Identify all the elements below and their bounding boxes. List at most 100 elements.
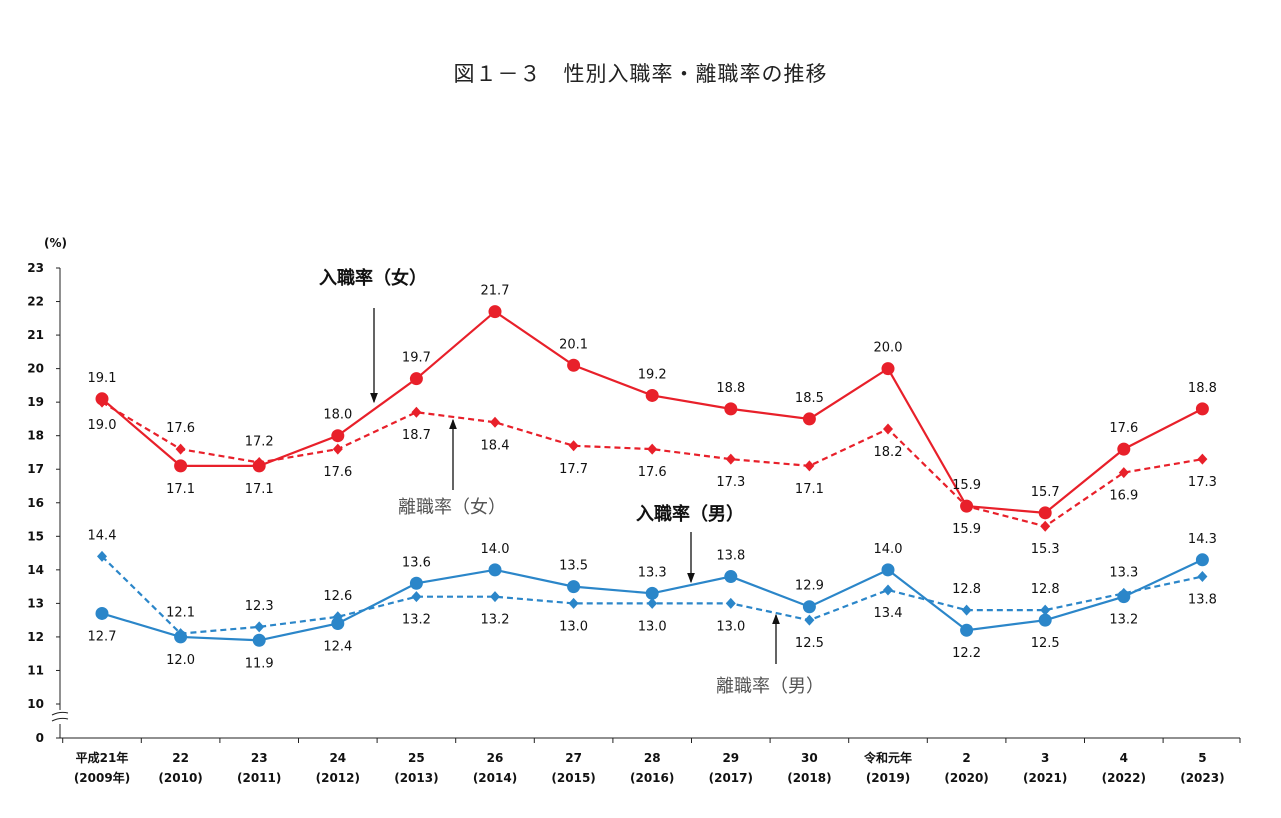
male-separation-point	[568, 597, 579, 609]
female-separation-data-label: 15.3	[1031, 542, 1060, 557]
female-hire-point	[724, 402, 738, 416]
male-hire-point	[960, 623, 974, 637]
x-tick-label: 22	[172, 751, 189, 765]
y-tick-label: 20	[27, 362, 44, 376]
female-hire-data-label: 19.1	[88, 371, 117, 386]
female-hire-point	[1117, 442, 1131, 456]
male-separation-data-label: 13.0	[559, 619, 588, 634]
x-tick-label: 2	[962, 751, 970, 765]
female-hire-data-label: 17.6	[1109, 421, 1138, 436]
x-tick-label: (2009年)	[74, 770, 130, 785]
female-hire-point	[488, 305, 502, 319]
x-tick-label: (2022)	[1102, 771, 1146, 785]
male-separation-data-label: 13.2	[402, 613, 431, 628]
female-separation-data-label: 18.7	[402, 428, 431, 443]
x-tick-label: 27	[565, 751, 582, 765]
female-hire-data-label: 20.0	[874, 341, 903, 356]
male-hire-point	[881, 563, 895, 577]
series-annotation: 入職率（女）	[319, 267, 427, 289]
female-separation-point	[804, 460, 815, 472]
female-hire-data-label: 18.5	[795, 391, 824, 406]
male-separation-data-label: 13.3	[1109, 565, 1138, 580]
y-tick-label: 14	[27, 563, 44, 577]
female-separation-point	[961, 500, 972, 512]
male-separation-data-label: 12.3	[245, 599, 274, 614]
x-tick-label: 5	[1198, 751, 1206, 765]
male-separation-point	[97, 550, 107, 562]
male-separation-data-label: 12.1	[166, 606, 195, 621]
male-hire-point	[488, 563, 502, 577]
x-tick-label: 25	[408, 751, 425, 765]
y-tick-label: 11	[27, 663, 44, 677]
y-tick-label: 23	[27, 261, 44, 275]
female-separation-point	[254, 457, 265, 469]
axis-break-mark	[51, 711, 69, 716]
female-hire-data-label: 15.7	[1031, 485, 1060, 500]
female-hire-data-label: 21.7	[481, 284, 510, 299]
female-separation-point	[411, 406, 422, 418]
y-tick-label: 21	[27, 328, 44, 342]
x-tick-label: (2018)	[787, 771, 831, 785]
x-tick-label: (2021)	[1023, 771, 1067, 785]
y-tick-label: 22	[27, 295, 44, 309]
male-hire-data-label: 12.0	[166, 653, 195, 668]
male-separation-data-label: 12.5	[795, 636, 824, 651]
female-hire-data-label: 20.1	[559, 337, 588, 352]
female-hire-point	[409, 372, 423, 386]
x-tick-label: 29	[722, 751, 739, 765]
female-hire-data-label: 17.1	[245, 482, 274, 497]
male-separation-data-label: 12.6	[323, 589, 352, 604]
male-hire-point	[645, 586, 659, 600]
male-hire-point	[331, 617, 345, 631]
male-hire-data-label: 13.8	[716, 549, 745, 564]
male-separation-point	[332, 611, 343, 623]
series-annotation: 入職率（男）	[636, 503, 744, 525]
female-hire-data-label: 18.8	[716, 381, 745, 396]
male-separation-point	[725, 597, 736, 609]
female-separation-point	[647, 443, 658, 455]
female-hire-point	[174, 459, 188, 473]
male-hire-data-label: 14.3	[1188, 532, 1217, 547]
male-separation-point	[1197, 571, 1208, 583]
female-separation-data-label: 17.3	[1188, 475, 1217, 490]
y-tick-label: 10	[27, 697, 44, 711]
female-separation-data-label: 17.3	[716, 475, 745, 490]
female-hire-data-label: 15.9	[952, 478, 981, 493]
male-separation-point	[411, 591, 422, 603]
male-separation-point	[804, 614, 815, 626]
x-tick-label: (2020)	[944, 771, 988, 785]
x-tick-label: 26	[487, 751, 504, 765]
x-tick-label: 4	[1120, 751, 1128, 765]
male-hire-data-label: 12.2	[952, 646, 981, 661]
x-tick-label: (2012)	[316, 771, 360, 785]
x-tick-label: (2011)	[237, 771, 281, 785]
x-tick-label: (2015)	[551, 771, 595, 785]
x-tick-label: (2019)	[866, 771, 910, 785]
male-separation-data-label: 13.2	[481, 613, 510, 628]
male-hire-data-label: 13.2	[1109, 613, 1138, 628]
y-tick-label: 0	[36, 731, 44, 745]
female-hire-point	[1038, 506, 1052, 520]
male-separation-point	[175, 628, 186, 640]
y-tick-label: 12	[27, 630, 44, 644]
female-separation-data-label: 17.6	[166, 421, 195, 436]
x-tick-label: 平成21年	[76, 750, 129, 765]
male-hire-data-label: 14.0	[481, 542, 510, 557]
male-hire-point	[409, 576, 423, 590]
chart-title: 図１－３ 性別入職率・離職率の推移	[453, 62, 828, 86]
male-hire-data-label: 12.7	[88, 629, 117, 644]
x-tick-label: (2014)	[473, 771, 517, 785]
female-separation-data-label: 18.2	[874, 445, 903, 460]
male-separation-point	[1118, 587, 1129, 599]
x-tick-label: (2016)	[630, 771, 674, 785]
female-separation-data-label: 17.6	[638, 465, 667, 480]
male-hire-point	[802, 600, 816, 614]
x-tick-label: 30	[801, 751, 818, 765]
male-separation-point	[1040, 604, 1051, 616]
female-hire-data-label: 18.8	[1188, 381, 1217, 396]
male-separation-data-label: 13.0	[716, 619, 745, 634]
axis-break-mark	[51, 717, 69, 722]
y-tick-label: 15	[27, 529, 44, 543]
male-hire-point	[567, 580, 581, 594]
